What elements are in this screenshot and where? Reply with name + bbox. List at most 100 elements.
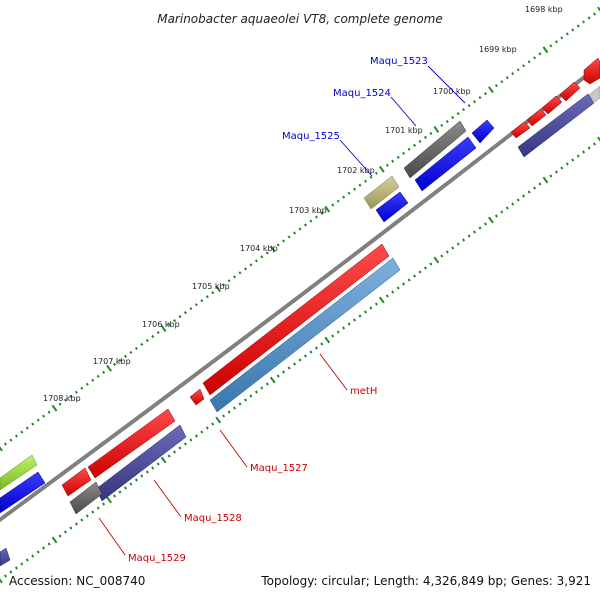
major-tick [324, 336, 331, 344]
minor-tick [102, 370, 106, 374]
minor-tick [243, 267, 247, 271]
gene-feature[interactable] [510, 121, 531, 139]
gene-feature-maqu-1523[interactable] [403, 120, 467, 179]
minor-tick [167, 454, 171, 458]
minor-tick [129, 482, 133, 486]
minor-tick [309, 219, 313, 223]
kbp-label: 1707 kbp [93, 357, 131, 366]
gene-feature-meth-reverse[interactable] [209, 257, 401, 413]
gene-label-maqu-1527[interactable]: Maqu_1527 [250, 463, 308, 474]
minor-tick [96, 374, 100, 378]
gene-label-maqu-1529[interactable]: Maqu_1529 [128, 553, 186, 564]
gene-label-meth[interactable]: metH [350, 386, 377, 397]
minor-tick [478, 96, 482, 100]
gene-label-maqu-1524[interactable]: Maqu_1524 [333, 88, 391, 99]
minor-tick [385, 294, 389, 298]
gene-feature-maqu-1527[interactable] [87, 408, 176, 479]
gene-label-maqu-1528[interactable]: Maqu_1528 [184, 513, 242, 524]
gene-feature[interactable] [588, 85, 600, 103]
minor-tick [145, 338, 149, 343]
minor-tick [222, 414, 226, 418]
minor-tick [342, 195, 346, 199]
major-tick [0, 446, 3, 452]
minor-tick [222, 283, 226, 287]
gene-feature[interactable] [559, 81, 581, 102]
gene-feature[interactable] [471, 119, 495, 144]
map-title: Marinobacter aquaeolei VT8, complete gen… [157, 12, 443, 26]
gene-feature[interactable] [0, 471, 46, 514]
minor-tick [347, 191, 351, 195]
major-tick [51, 404, 58, 412]
minor-tick [36, 550, 40, 554]
kbp-label: 1706 kbp [142, 320, 180, 329]
gene-feature-maqu-1524[interactable] [414, 136, 477, 192]
minor-tick [282, 370, 286, 374]
minor-tick [189, 307, 193, 311]
minor-tick [200, 430, 204, 434]
minor-tick [592, 142, 597, 146]
minor-tick [451, 246, 455, 250]
minor-tick [287, 235, 291, 239]
minor-tick [587, 16, 591, 20]
minor-tick [352, 318, 357, 322]
leader-line [339, 139, 373, 177]
gene-feature-meth[interactable] [202, 243, 390, 396]
minor-tick [238, 402, 242, 406]
minor-tick [227, 279, 231, 283]
gene-feature[interactable] [583, 57, 600, 85]
minor-tick [85, 382, 89, 386]
gene-feature[interactable] [61, 467, 92, 497]
minor-tick [423, 266, 428, 270]
gene-feature-maqu-1525[interactable] [363, 175, 400, 210]
gene-feature[interactable] [375, 191, 409, 223]
gene-feature[interactable] [541, 95, 563, 115]
minor-tick [25, 426, 29, 430]
gene-feature-maqu-1529[interactable] [69, 481, 103, 515]
minor-tick [134, 478, 138, 482]
minor-tick [173, 450, 177, 454]
gene-feature[interactable] [526, 108, 547, 127]
minor-tick [467, 234, 471, 238]
minor-tick [592, 12, 597, 16]
leader-line [98, 517, 126, 556]
minor-tick [42, 414, 46, 418]
minor-tick [156, 462, 160, 466]
gene-feature[interactable] [0, 454, 38, 491]
minor-tick [352, 187, 357, 191]
major-tick [597, 136, 600, 142]
minor-tick [483, 222, 488, 226]
major-tick [378, 296, 385, 304]
gene-feature[interactable] [189, 388, 205, 406]
minor-tick [260, 255, 264, 259]
kbp-label: 1704 kbp [240, 244, 278, 253]
minor-tick [402, 151, 406, 155]
gene-feature[interactable] [0, 547, 11, 567]
reverse-strand-genes [0, 93, 595, 567]
minor-tick [47, 542, 51, 546]
minor-tick [276, 374, 280, 378]
minor-tick [9, 438, 13, 442]
minor-tick [3, 442, 7, 446]
gene-label-maqu-1523[interactable]: Maqu_1523 [370, 56, 428, 67]
minor-tick [227, 410, 231, 414]
gene-feature-maqu-1528[interactable] [95, 424, 187, 502]
minor-tick [183, 442, 187, 446]
minor-tick [505, 206, 509, 210]
gene-label-maqu-1525[interactable]: Maqu_1525 [282, 131, 340, 142]
minor-tick [445, 250, 449, 254]
major-tick [106, 364, 113, 372]
minor-tick [9, 570, 13, 574]
minor-tick [205, 426, 209, 430]
major-tick [269, 376, 276, 384]
kbp-label: 1703 kbp [289, 206, 327, 215]
minor-tick [532, 186, 537, 190]
gene-feature[interactable] [517, 93, 595, 158]
major-tick [324, 205, 331, 213]
minor-tick [238, 271, 242, 275]
minor-tick [320, 211, 324, 215]
minor-tick [205, 295, 209, 299]
kbp-label: 1701 kbp [385, 126, 423, 135]
minor-tick [554, 170, 558, 174]
minor-tick [31, 422, 35, 426]
minor-tick [505, 76, 509, 80]
